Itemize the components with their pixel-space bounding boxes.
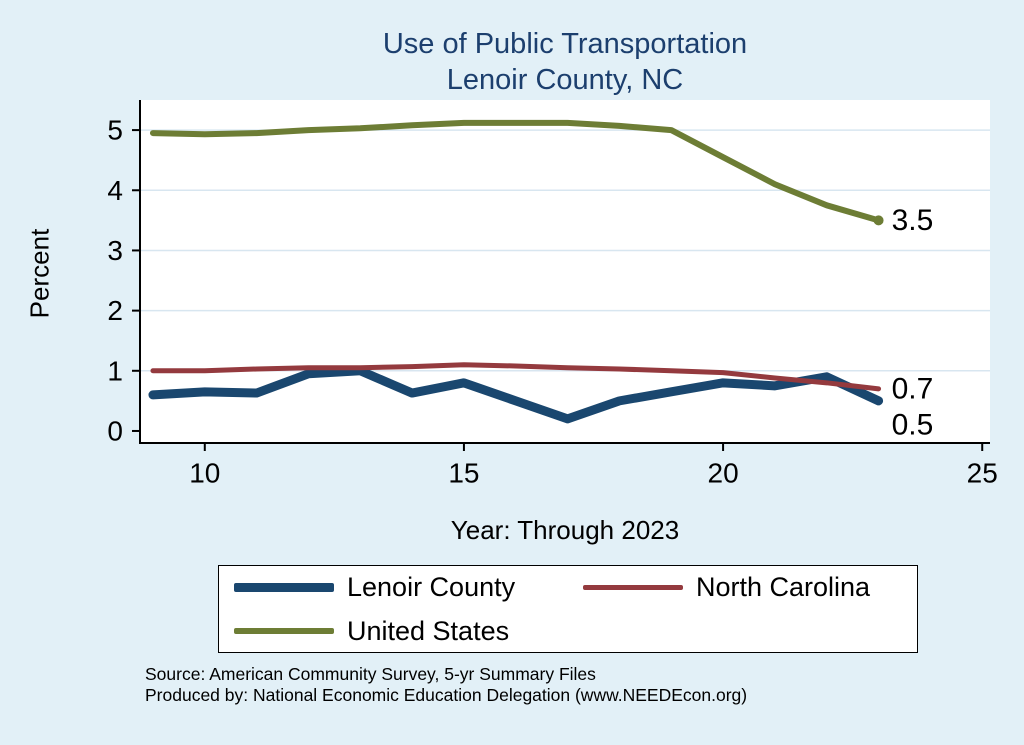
legend-label-north-carolina: North Carolina [696, 571, 871, 602]
chart-title: Use of Public Transportation Lenoir Coun… [140, 26, 990, 98]
series-line-north-carolina [150, 362, 882, 392]
source-line: Source: American Community Survey, 5-yr … [145, 664, 596, 684]
y-tick-label: 3 [107, 235, 123, 266]
legend-swatch-united-states [234, 628, 334, 634]
chart-title-line2: Lenoir County, NC [446, 64, 684, 96]
end-value-label-united-states: 3.5 [892, 204, 934, 237]
end-value-label-lenoir-county: 0.5 [892, 408, 934, 441]
y-tick-label: 0 [107, 415, 123, 446]
legend-label-united-states: United States [347, 615, 510, 646]
y-tick-label: 1 [107, 355, 123, 386]
x-axis-label: Year: Through 2023 [450, 515, 680, 545]
end-value-label-north-carolina: 0.7 [892, 372, 934, 405]
chart-title-line1: Use of Public Transportation [382, 28, 748, 60]
x-tick-label: 20 [708, 458, 739, 489]
legend: Lenoir County North Carolina United States [218, 565, 918, 653]
legend-label-lenoir-county: Lenoir County [347, 571, 516, 602]
series-line-lenoir-county [148, 366, 884, 424]
series-end-marker-united-states [873, 215, 884, 226]
x-tick-label: 15 [448, 458, 479, 489]
y-tick-label: 4 [107, 175, 123, 206]
x-tick-label: 25 [967, 458, 998, 489]
produced-by-line: Produced by: National Economic Education… [145, 685, 748, 705]
y-tick-label: 5 [107, 115, 123, 146]
legend-swatch-lenoir-county [234, 582, 334, 592]
source-notes: Source: American Community Survey, 5-yr … [145, 664, 747, 706]
x-tick-label: 10 [189, 458, 220, 489]
legend-item-north-carolina: North Carolina [568, 568, 917, 606]
series-line-united-states [149, 119, 882, 224]
y-tick-label: 2 [107, 295, 123, 326]
legend-item-united-states: United States [219, 612, 568, 650]
y-axis-label: Percent [24, 228, 55, 319]
legend-item-lenoir-county: Lenoir County [219, 568, 568, 606]
legend-swatch-north-carolina [583, 584, 683, 590]
